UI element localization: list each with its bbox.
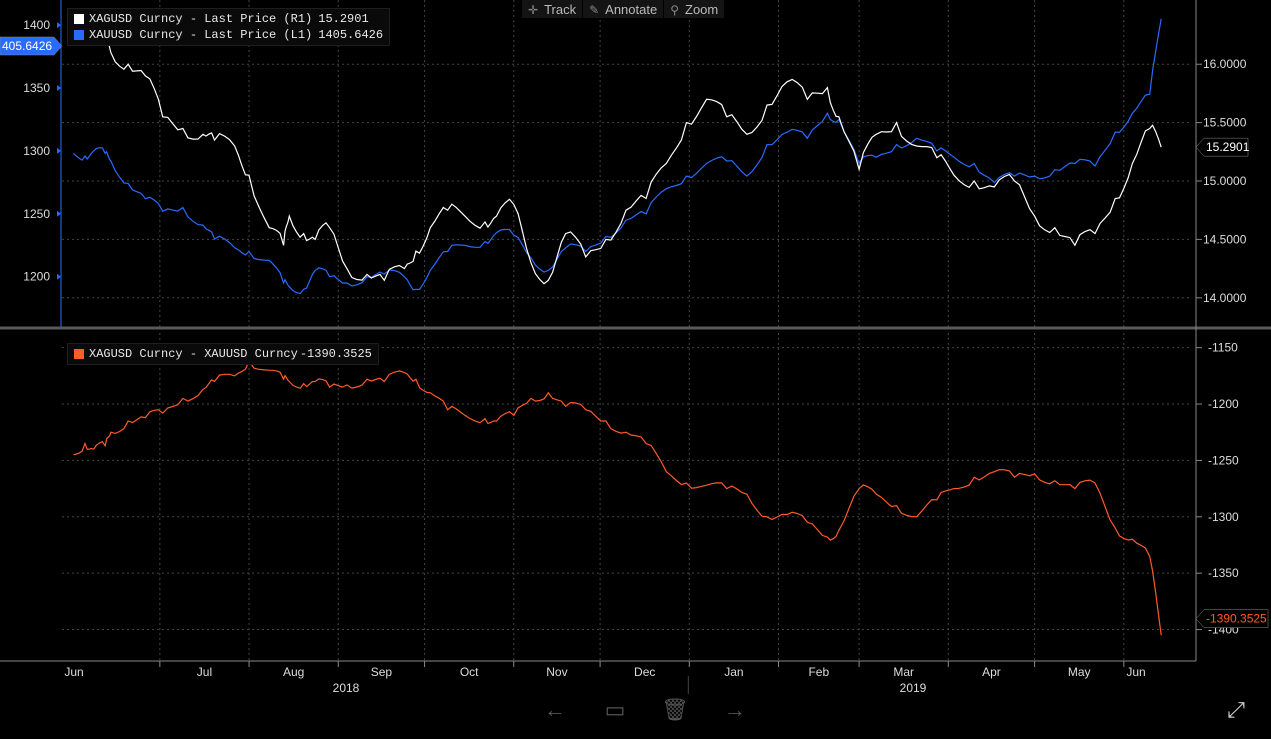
- bottom-y-tick-label: -1350: [1208, 566, 1239, 580]
- x-tick-label: Oct: [460, 665, 479, 679]
- legend-gold[interactable]: XAUUSD Curncy - Last Price (L1) 1405.642…: [74, 27, 383, 43]
- gold-swatch: [74, 30, 84, 40]
- silver-legend-value: 15.2901: [318, 12, 369, 26]
- diff-legend-label: XAGUSD Curncy - XAUUSD Curncy: [89, 347, 298, 361]
- track-button[interactable]: ✛ Track: [522, 0, 584, 18]
- legend-silver[interactable]: XAGUSD Curncy - Last Price (R1) 15.2901: [74, 11, 383, 27]
- right-y-tick-label: 15.5000: [1203, 116, 1247, 130]
- diff-swatch: [74, 349, 84, 359]
- left-y-tick-label: 1350: [23, 81, 50, 95]
- chart-navigation: ← ▭ 🗑 →: [525, 697, 765, 723]
- diff-last-value-tag-bg: [1195, 609, 1269, 628]
- comment-icon[interactable]: ▭: [604, 697, 626, 722]
- zoom-button[interactable]: ⚲ Zoom: [664, 0, 726, 18]
- x-tick-label: Sep: [371, 665, 393, 679]
- x-tick-label: Aug: [283, 665, 304, 679]
- bottom-panel-grid: [62, 333, 1190, 660]
- x-tick-label: Feb: [808, 665, 829, 679]
- x-tick-label: Jul: [197, 665, 212, 679]
- x-year-label: 2019: [900, 681, 927, 695]
- track-label: Track: [544, 2, 577, 17]
- expand-icon[interactable]: ⤢: [1227, 697, 1245, 722]
- right-y-tick-label: 16.0000: [1203, 57, 1247, 71]
- silver-legend-label: XAGUSD Curncy - Last Price (R1): [89, 12, 313, 26]
- left-y-tick: [57, 273, 61, 280]
- x-tick-label: Jun: [1126, 665, 1145, 679]
- left-y-tick-label: 1400: [23, 18, 50, 32]
- silver-last-value-tag-bg: [1195, 137, 1249, 157]
- annotate-label: Annotate: [605, 2, 658, 17]
- bottom-y-tick-label: -1150: [1208, 341, 1238, 355]
- gold-legend-label: XAUUSD Curncy - Last Price (L1): [89, 28, 313, 42]
- silver-swatch: [74, 14, 84, 24]
- top-legend: XAGUSD Curncy - Last Price (R1) 15.2901 …: [67, 8, 391, 46]
- right-y-tick-label: 14.0000: [1203, 291, 1247, 305]
- back-arrow-icon[interactable]: ←: [544, 697, 566, 722]
- left-y-tick-label: 1200: [23, 270, 50, 284]
- diff-legend-value: -1390.3525: [299, 347, 372, 361]
- x-tick-label: Nov: [546, 665, 567, 679]
- bottom-y-tick-label: -1250: [1208, 453, 1239, 467]
- series-lines: [72, 10, 1162, 636]
- silver-minus-gold-line: [73, 360, 1162, 636]
- left-y-tick: [57, 210, 61, 217]
- gold-legend-value: 1405.6426: [318, 28, 384, 42]
- x-tick-label: Apr: [982, 665, 1001, 679]
- diff-last-value-tag: -1390.3525: [1206, 612, 1267, 626]
- x-tick-label: May: [1068, 665, 1091, 679]
- x-year-label: 2018: [333, 681, 360, 695]
- left-y-tick-label: 1250: [23, 207, 50, 221]
- right-y-tick-label: 15.0000: [1203, 174, 1247, 188]
- right-y-tick-label: 14.5000: [1203, 232, 1247, 246]
- left-y-tick: [57, 85, 61, 92]
- silver-price-line: [72, 10, 1162, 285]
- zoom-label: Zoom: [685, 2, 719, 17]
- magnifier-icon: ⚲: [670, 2, 679, 17]
- gold-price-line: [73, 18, 1162, 295]
- trash-icon[interactable]: 🗑: [661, 697, 689, 722]
- forward-arrow-icon[interactable]: →: [724, 697, 746, 722]
- x-tick-label: Mar: [893, 665, 914, 679]
- legend-diff[interactable]: XAGUSD Curncy - XAUUSD Curncy -1390.3525: [74, 346, 372, 362]
- bottom-legend: XAGUSD Curncy - XAUUSD Curncy -1390.3525: [67, 343, 379, 365]
- last-value-tags: 405.6426 15.2901 -1390.3525: [0, 36, 1269, 628]
- pencil-icon: ✎: [589, 2, 600, 17]
- crosshair-icon: ✛: [528, 2, 539, 17]
- x-tick-label: Jun: [64, 665, 83, 679]
- x-tick-label: Dec: [634, 665, 655, 679]
- bottom-y-tick-label: -1200: [1208, 397, 1239, 411]
- silver-last-value-tag: 15.2901: [1206, 140, 1250, 154]
- bottom-y-tick-label: -1300: [1208, 510, 1239, 524]
- gold-last-value-tag: 405.6426: [2, 39, 52, 53]
- left-y-tick: [57, 22, 61, 29]
- left-y-tick-label: 1300: [23, 144, 50, 158]
- left-y-tick: [57, 147, 61, 154]
- axes: Jun Jul Aug Sep Oct Nov Dec Jan Feb Mar Apr May Jun 2…: [0, 0, 1271, 695]
- x-tick-label: Jan: [724, 665, 743, 679]
- top-panel-grid: [62, 0, 1190, 327]
- gold-last-value-tag-bg: [0, 36, 63, 56]
- annotate-button[interactable]: ✎ Annotate: [583, 0, 665, 18]
- chart-toolbar: ✛ Track ✎ Annotate ⚲ Zoom: [522, 0, 726, 18]
